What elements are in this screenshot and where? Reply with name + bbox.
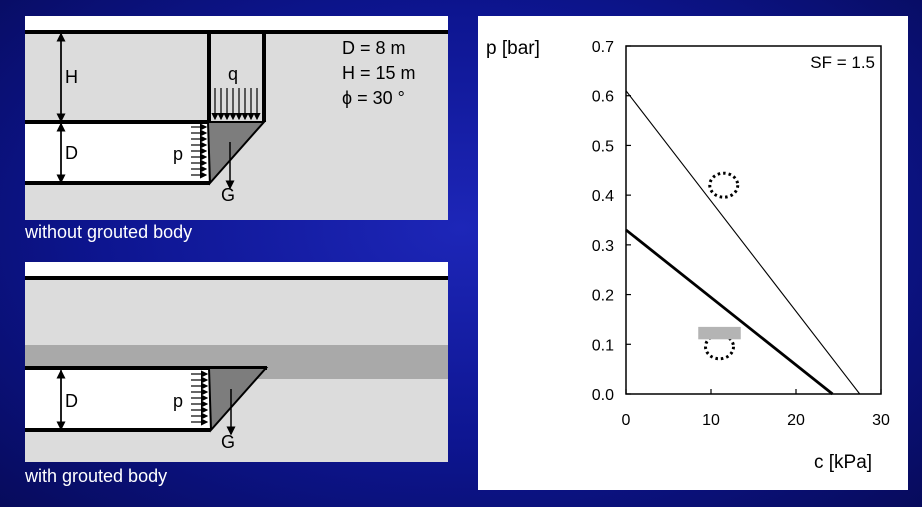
y-tick-label: 0.0 (592, 387, 614, 404)
x-tick-label: 20 (787, 412, 805, 429)
label-p: p (173, 144, 183, 164)
y-axis-label: p [bar] (486, 38, 540, 59)
shaded-range-box (698, 326, 741, 340)
y-tick-label: 0.7 (592, 39, 614, 56)
dotted-ellipse-marker (708, 171, 740, 199)
series-line-thick (625, 228, 834, 396)
support-pressure-arrows (191, 370, 209, 426)
ground-surface-band (25, 262, 448, 278)
caption-without-grouted-body: without grouted body (25, 222, 193, 242)
tunnel-section (25, 121, 208, 183)
y-tick-label: 0.1 (592, 337, 614, 354)
diagram-without-grouted-body: H D q p G D = 8 m H = 15 m ϕ = 30 ° (25, 16, 448, 220)
plot-frame (625, 45, 882, 395)
chart-background (478, 16, 908, 490)
label-p: p (173, 391, 183, 411)
ground-surface-band (25, 16, 448, 32)
series-line-thin (625, 90, 861, 395)
param-phi: ϕ = 30 ° (342, 88, 405, 108)
safety-factor-annotation: SF = 1.5 (810, 53, 875, 72)
surcharge-arrows (211, 88, 261, 121)
param-h: H = 15 m (342, 63, 416, 83)
sliding-wedge (206, 121, 267, 186)
x-tick-label: 30 (872, 412, 890, 429)
y-tick-label: 0.3 (592, 238, 614, 255)
param-d: D = 8 m (342, 38, 406, 58)
tunnel-section (25, 368, 210, 430)
label-h: H (65, 67, 78, 87)
label-g: G (221, 432, 235, 452)
y-tick-label: 0.4 (592, 188, 614, 205)
support-pressure-chart: p [bar] c [kPa] 0.0 0.1 0.2 0.3 0.4 0.5 0.6 0.7… (478, 16, 908, 490)
label-g: G (221, 185, 235, 205)
y-tick-label: 0.5 (592, 138, 614, 155)
label-d: D (65, 143, 78, 163)
diagram-with-grouted-body: D p G (25, 262, 448, 462)
x-tick-label: 10 (702, 412, 720, 429)
label-q: q (228, 64, 238, 84)
sliding-wedge (207, 367, 269, 433)
y-tick-label: 0.2 (592, 288, 614, 305)
label-d: D (65, 391, 78, 411)
caption-with-grouted-body: with grouted body (25, 466, 168, 486)
support-pressure-arrows (191, 123, 208, 179)
y-tick-label: 0.6 (592, 89, 614, 106)
x-tick-label: 0 (622, 412, 631, 429)
x-axis-label: c [kPa] (814, 452, 872, 473)
